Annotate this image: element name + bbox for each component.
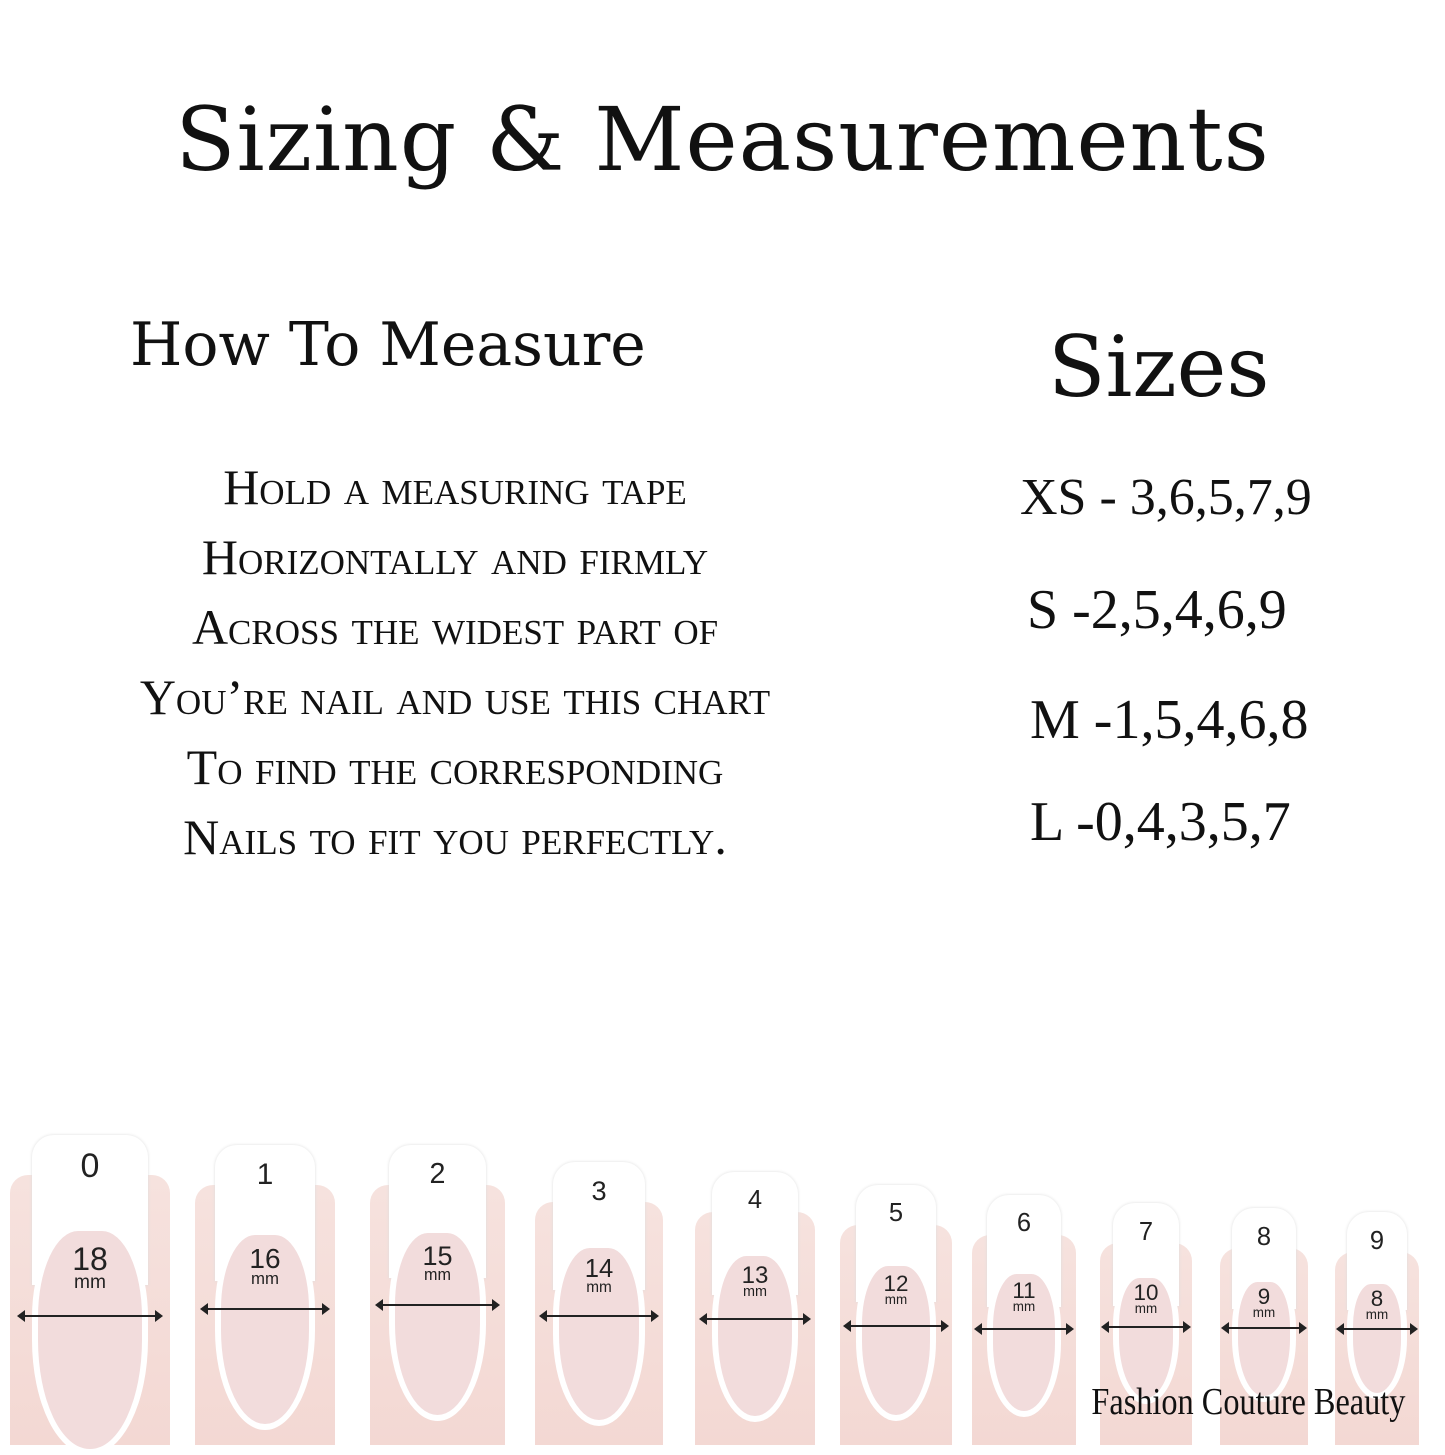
nail-bed	[1346, 1278, 1408, 1399]
nail: 8 9 mm	[1220, 1208, 1308, 1445]
width-arrow-icon	[1335, 1322, 1418, 1335]
width-value: 14	[584, 1255, 614, 1283]
width-unit: mm	[1134, 1301, 1158, 1317]
width-arrow-icon	[1101, 1320, 1191, 1333]
size-row-l: L -0,4,3,5,7	[1030, 791, 1291, 853]
nail-width-label: 18 mm	[10, 1241, 170, 1293]
width-arrow-icon	[842, 1319, 950, 1332]
width-unit: mm	[743, 1284, 767, 1301]
width-arrow-icon	[974, 1322, 1075, 1335]
width-unit: mm	[1365, 1306, 1389, 1322]
width-arrow-icon	[374, 1298, 501, 1311]
nail: 9 8 mm	[1335, 1212, 1419, 1445]
width-unit: mm	[74, 1271, 106, 1293]
width-value: 12	[883, 1271, 909, 1296]
nail-size-chart: 0 18 mm 1 16 mm 2 15 mm 3 14 mm 4 13 mm 5 12 mm 6 11 mm 7 10 mm…	[0, 1110, 1445, 1455]
width-value: 8	[1370, 1285, 1384, 1311]
width-unit: mm	[251, 1269, 279, 1289]
instruction-line: Horizontally and firmly	[201, 529, 709, 585]
width-unit: mm	[884, 1292, 908, 1308]
nail: 2 15 mm	[370, 1145, 505, 1445]
instruction-line: To find the corresponding	[186, 739, 724, 795]
nail-number: 1	[256, 1157, 274, 1191]
nail-width-label: 8 mm	[1335, 1285, 1419, 1322]
width-unit: mm	[586, 1279, 612, 1297]
instruction-line: Nails to fit you perfectly.	[183, 809, 727, 865]
nail-bed	[855, 1260, 937, 1421]
width-value: 9	[1257, 1283, 1271, 1309]
nail-number: 6	[1016, 1209, 1032, 1238]
nail-width-label: 12 mm	[840, 1271, 952, 1308]
nail: 0 18 mm	[10, 1135, 170, 1455]
nail-width-label: 11 mm	[972, 1277, 1076, 1314]
size-row-xs: XS - 3,6,5,7,9	[1020, 469, 1312, 526]
width-arrow-icon	[200, 1303, 330, 1316]
width-value: 13	[741, 1261, 769, 1289]
width-value: 15	[422, 1241, 453, 1272]
width-arrow-icon	[1221, 1322, 1307, 1335]
nail-width-label: 9 mm	[1220, 1283, 1308, 1320]
width-arrow-icon	[698, 1313, 812, 1326]
size-row-m: M -1,5,4,6,8	[1030, 689, 1309, 751]
width-arrow-icon	[16, 1310, 164, 1322]
nail: 4 13 mm	[695, 1172, 815, 1445]
sizes-heading: Sizes	[1048, 318, 1270, 416]
nail-number: 2	[429, 1157, 446, 1190]
instruction-line: Across the widest part of	[191, 599, 719, 655]
nail-bed	[986, 1267, 1062, 1417]
width-value: 10	[1133, 1280, 1159, 1306]
nail-bed	[711, 1249, 799, 1422]
width-unit: mm	[1252, 1304, 1276, 1320]
nail: 6 11 mm	[972, 1195, 1076, 1445]
nail-width-label: 14 mm	[535, 1255, 663, 1297]
instruction-line: Hold a measuring tape	[223, 459, 687, 515]
nail-number: 8	[1256, 1222, 1272, 1251]
nail-bed	[1112, 1271, 1180, 1404]
nail-width-label: 15 mm	[370, 1241, 505, 1285]
nail-number: 0	[80, 1147, 100, 1185]
nail-width-label: 10 mm	[1100, 1280, 1192, 1317]
nail: 5 12 mm	[840, 1185, 952, 1445]
nail-bed	[552, 1242, 646, 1426]
size-row-s: S -2,5,4,6,9	[1027, 579, 1287, 641]
instruction-line: You’re nail and use this chart	[139, 669, 771, 725]
nail-number: 3	[591, 1175, 607, 1207]
how-to-measure-heading: How To Measure	[130, 310, 646, 380]
nail-bed	[1232, 1275, 1296, 1402]
nail: 3 14 mm	[535, 1162, 663, 1445]
instructions: Hold a measuring tape Horizontally and f…	[0, 452, 910, 872]
nail-width-label: 16 mm	[195, 1243, 335, 1289]
nail-number: 4	[747, 1185, 763, 1214]
width-unit: mm	[424, 1266, 451, 1285]
nail-number: 5	[888, 1198, 904, 1227]
nail: 7 10 mm	[1100, 1203, 1192, 1445]
brand-watermark: Fashion Couture Beauty	[1091, 1381, 1405, 1423]
width-value: 18	[72, 1241, 108, 1277]
page-title: Sizing & Measurements	[175, 88, 1270, 191]
nail-bed	[214, 1228, 316, 1430]
nail: 1 16 mm	[195, 1145, 335, 1445]
nail-width-label: 13 mm	[695, 1261, 815, 1301]
width-value: 11	[1012, 1277, 1036, 1303]
width-arrow-icon	[539, 1310, 659, 1322]
width-value: 16	[249, 1243, 281, 1275]
nail-bed	[388, 1227, 487, 1422]
nail-number: 7	[1138, 1217, 1154, 1246]
width-unit: mm	[1012, 1298, 1036, 1314]
nail-number: 9	[1369, 1226, 1385, 1255]
